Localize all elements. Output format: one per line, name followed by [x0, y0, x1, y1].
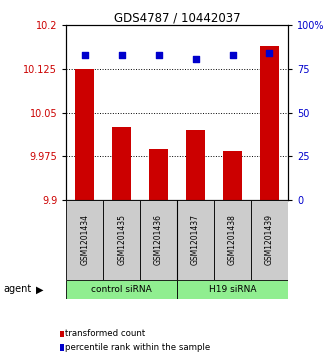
Bar	[177, 280, 288, 299]
Text: percentile rank within the sample: percentile rank within the sample	[65, 343, 210, 352]
Text: GSM1201436: GSM1201436	[154, 214, 163, 265]
Text: transformed count: transformed count	[65, 330, 145, 338]
Bar	[251, 200, 288, 280]
Text: GSM1201439: GSM1201439	[265, 214, 274, 265]
Text: GSM1201434: GSM1201434	[80, 214, 89, 265]
Bar	[66, 200, 103, 280]
Bar	[149, 148, 168, 200]
Bar	[75, 69, 94, 200]
Point	[82, 52, 87, 58]
Title: GDS4787 / 10442037: GDS4787 / 10442037	[114, 11, 240, 24]
Text: H19 siRNA: H19 siRNA	[209, 285, 256, 294]
Text: agent: agent	[3, 285, 31, 294]
Bar	[186, 130, 205, 200]
Point	[193, 56, 198, 61]
Bar	[140, 200, 177, 280]
Bar	[260, 46, 279, 200]
Bar	[214, 200, 251, 280]
Bar	[223, 151, 242, 200]
Text: GSM1201435: GSM1201435	[117, 214, 126, 265]
Bar	[66, 280, 177, 299]
Text: ▶: ▶	[36, 285, 44, 294]
Text: GSM1201438: GSM1201438	[228, 214, 237, 265]
Point	[267, 50, 272, 56]
Point	[156, 52, 161, 58]
Text: control siRNA: control siRNA	[91, 285, 152, 294]
Text: GSM1201437: GSM1201437	[191, 214, 200, 265]
Point	[230, 52, 235, 58]
Bar	[113, 127, 131, 200]
Bar	[177, 200, 214, 280]
Point	[119, 52, 124, 58]
Bar	[103, 200, 140, 280]
